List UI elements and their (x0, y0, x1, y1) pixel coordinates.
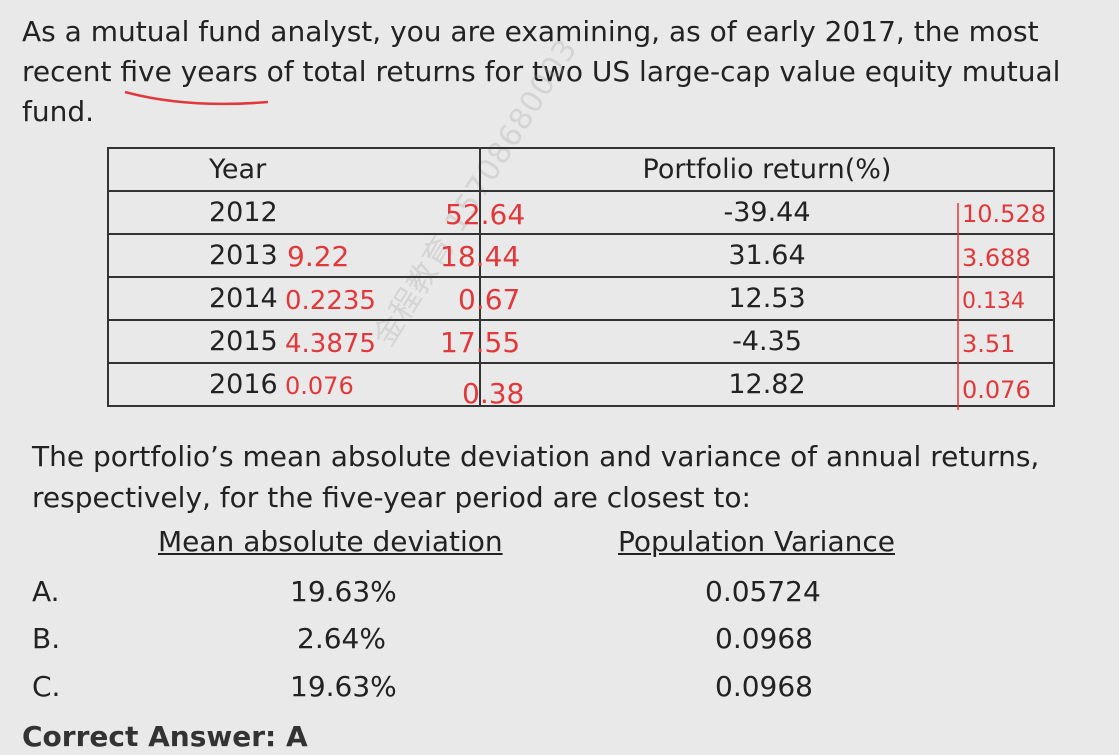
option-mad: 19.63% (290, 575, 397, 608)
question-text: As a mutual fund analyst, you are examin… (22, 15, 1061, 128)
option-letter: B. (32, 622, 61, 655)
year-cell: 2012 (107, 190, 481, 235)
return-cell: 12.82 (479, 362, 1055, 407)
note-right: 0.134 (962, 289, 1025, 314)
correct-answer: Correct Answer: A (22, 720, 308, 753)
year-cell: 2016 (107, 362, 481, 407)
table-row: 2015 -4.35 (107, 319, 1055, 364)
note-middle: 17.55 (440, 326, 520, 359)
return-cell: 31.64 (479, 233, 1055, 278)
return-cell: 12.53 (479, 276, 1055, 321)
mad-header: Mean absolute deviation (158, 525, 503, 558)
note-middle: 0.38 (462, 377, 524, 410)
option-mad: 19.63% (290, 670, 397, 703)
option-b[interactable]: B. 2.64% 0.0968 (0, 622, 1119, 662)
return-cell: -39.44 (479, 190, 1055, 235)
note-right: 10.528 (962, 200, 1046, 228)
underline-mark (124, 90, 269, 106)
note-middle: 0.67 (458, 283, 520, 316)
option-letter: A. (32, 575, 60, 608)
table-row: 2012 -39.44 (107, 190, 1055, 235)
return-cell: -4.35 (479, 319, 1055, 364)
option-letter: C. (32, 670, 61, 703)
note-right: 3.51 (962, 330, 1015, 358)
option-mad: 2.64% (297, 622, 386, 655)
returns-table: Year Portfolio return(%) 2012 -39.44 201… (107, 147, 1055, 407)
option-c[interactable]: C. 19.63% 0.0968 (0, 670, 1119, 710)
return-header: Portfolio return(%) (479, 147, 1055, 192)
variance-header: Population Variance (618, 525, 895, 558)
year-header: Year (107, 147, 481, 192)
note-after-year: 0.2235 (285, 286, 376, 316)
note-middle: 18.44 (440, 240, 520, 273)
table-row: 2014 12.53 (107, 276, 1055, 321)
year-cell: 2013 (107, 233, 481, 278)
note-right: 3.688 (962, 244, 1031, 272)
table-header-row: Year Portfolio return(%) (107, 147, 1055, 192)
year-cell: 2014 (107, 276, 481, 321)
note-after-year: 0.076 (285, 372, 354, 400)
note-after-year: 9.22 (287, 240, 349, 273)
note-after-year: 4.3875 (285, 329, 376, 359)
table-row: 2013 31.64 (107, 233, 1055, 278)
note-middle: 52.64 (445, 198, 525, 231)
year-cell: 2015 (107, 319, 481, 364)
option-variance: 0.05724 (705, 575, 821, 608)
table-row: 2016 12.82 (107, 362, 1055, 407)
option-a[interactable]: A. 19.63% 0.05724 (0, 575, 1119, 615)
prompt-text: The portfolio’s mean absolute deviation … (32, 440, 1040, 514)
option-variance: 0.0968 (715, 670, 813, 703)
option-variance: 0.0968 (715, 622, 813, 655)
note-right: 0.076 (962, 376, 1031, 404)
